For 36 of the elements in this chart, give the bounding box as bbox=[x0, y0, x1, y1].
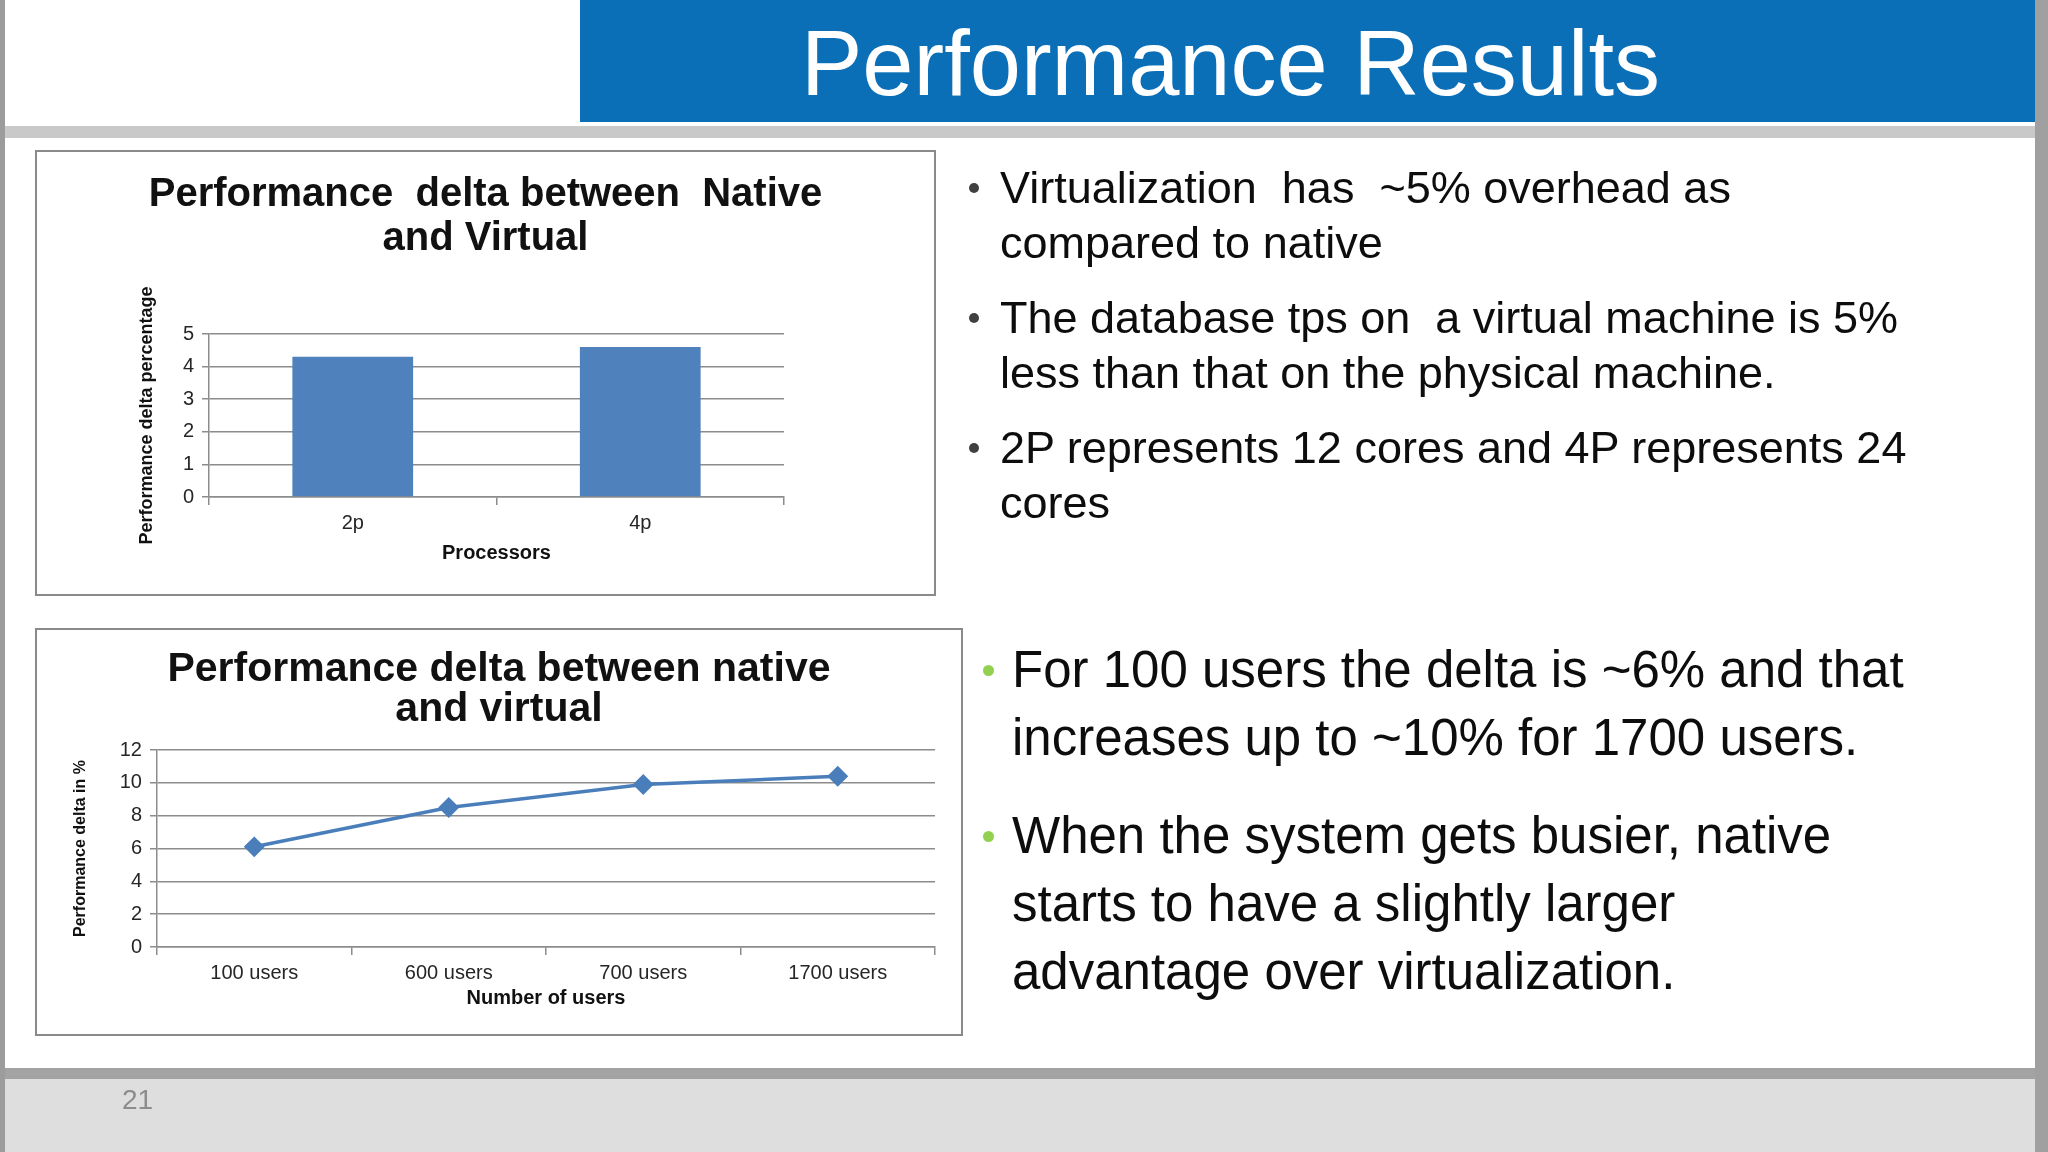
y-tick-label: 10 bbox=[119, 770, 142, 793]
x-tick-label: 600 users bbox=[404, 960, 493, 983]
chart-title: Performance delta between Native and Virtual bbox=[147, 170, 824, 258]
y-tick-label: 8 bbox=[130, 803, 142, 826]
x-tick-label: 4p bbox=[629, 510, 652, 533]
point bbox=[633, 774, 653, 795]
chart-title: Performance delta between native and virtual bbox=[166, 644, 832, 730]
point bbox=[828, 766, 848, 787]
y-tick-label: 2 bbox=[130, 901, 142, 924]
text: For 100 users the delta is ~6% and that increases up to ~10% for 1700 users. bbox=[1012, 640, 1905, 768]
y-axis-title: Performance delta percentage bbox=[135, 286, 156, 545]
x-tick-label: 100 users bbox=[210, 960, 299, 983]
x-tick-label: 1700 users bbox=[788, 960, 888, 983]
text: Virtualization has ~5% overhead as compared to native bbox=[1000, 161, 1732, 270]
y-tick-label: 6 bbox=[130, 836, 142, 859]
y-tick-label: 4 bbox=[130, 868, 142, 891]
y-tick-label: 12 bbox=[119, 737, 142, 760]
point bbox=[244, 837, 264, 857]
x-axis-title: Number of users bbox=[466, 985, 626, 1008]
x-tick-label: 2p bbox=[341, 510, 364, 533]
text: 21 bbox=[122, 1083, 154, 1117]
y-tick-label: 5 bbox=[182, 321, 194, 344]
text: When the system gets busier, native starts to have a slightly larger advantage over virtualization. bbox=[1012, 806, 1833, 1002]
text: Performance Results bbox=[801, 11, 1660, 116]
text: The database tps on a virtual machine is 5% less than that on the physical machine. bbox=[1000, 291, 1899, 400]
y-tick-label: 0 bbox=[182, 484, 194, 507]
x-axis-title: Processors bbox=[442, 540, 551, 563]
y-tick-label: 0 bbox=[130, 934, 142, 957]
x-tick-label: 700 users bbox=[599, 960, 688, 983]
y-axis-title: Performance delta in % bbox=[71, 760, 89, 937]
y-tick-label: 4 bbox=[182, 354, 194, 377]
point bbox=[439, 797, 459, 818]
y-tick-label: 2 bbox=[182, 419, 194, 442]
text: 2P represents 12 cores and 4P represents 24 cores bbox=[1000, 421, 1908, 530]
y-tick-label: 3 bbox=[182, 386, 194, 409]
y-tick-label: 1 bbox=[182, 451, 194, 474]
